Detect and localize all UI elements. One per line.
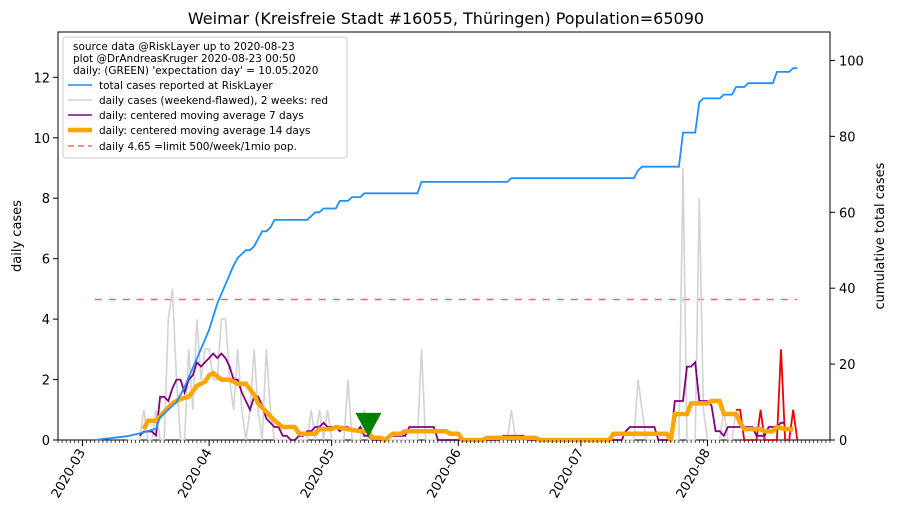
y-left-tick-label: 10 xyxy=(33,132,50,147)
x-tick-label: 2020-03 xyxy=(49,447,89,502)
y-right-tick-label: 0 xyxy=(839,434,847,449)
y-left-tick-label: 8 xyxy=(42,192,50,207)
legend-entry-daily: daily cases (weekend-flawed), 2 weeks: r… xyxy=(99,95,328,107)
total-cases-group xyxy=(94,67,798,441)
x-tick-label: 2020-08 xyxy=(674,447,714,502)
y-right-tick-label: 20 xyxy=(839,358,856,373)
legend-box xyxy=(62,36,348,159)
legend-entry-total: total cases reported at RiskLayer xyxy=(99,80,273,92)
expectation-day-marker xyxy=(355,412,382,437)
legend-header-2: plot @DrAndreasKruger 2020-08-23 00:50 xyxy=(73,53,296,65)
x-tick-label: 2020-04 xyxy=(175,447,215,502)
y-right-tick-label: 60 xyxy=(839,206,856,221)
y-left-tick-label: 0 xyxy=(42,434,50,449)
legend: source data @RiskLayer up to 2020-08-23 … xyxy=(62,36,348,159)
chart-title: Weimar (Kreisfreie Stadt #16055, Thüring… xyxy=(188,9,704,28)
y-left-tick-label: 2 xyxy=(42,374,50,389)
x-tick-label: 2020-06 xyxy=(425,446,465,501)
legend-header-3: daily: (GREEN) 'expectation day' = 10.05… xyxy=(73,65,318,77)
expectation-group xyxy=(355,412,382,437)
y-right-tick-label: 100 xyxy=(839,54,864,69)
x-tick-label: 2020-07 xyxy=(547,447,587,502)
legend-entry-ma7: daily: centered moving average 7 days xyxy=(99,110,304,122)
y-right-tick-label: 80 xyxy=(839,130,856,145)
y-axis-left-label: daily cases xyxy=(10,200,25,272)
y-right-tick-label: 40 xyxy=(839,282,856,297)
daily-cases-recent-line xyxy=(736,349,799,441)
ma14-line xyxy=(141,370,794,443)
y-left-tick-label: 12 xyxy=(33,71,50,86)
total-cases-line xyxy=(94,67,798,441)
y-left-tick-label: 4 xyxy=(42,313,50,328)
x-tick-label: 2020-05 xyxy=(298,447,338,502)
y-axis-right-label: cumulative total cases xyxy=(873,162,888,309)
legend-header-1: source data @RiskLayer up to 2020-08-23 xyxy=(73,41,295,53)
y-left-tick-label: 6 xyxy=(42,253,50,268)
legend-entry-ma14: daily: centered moving average 14 days xyxy=(99,125,311,137)
legend-entry-limit: daily 4.65 =limit 500/week/1mio pop. xyxy=(99,141,297,153)
ma14-group xyxy=(141,370,794,443)
